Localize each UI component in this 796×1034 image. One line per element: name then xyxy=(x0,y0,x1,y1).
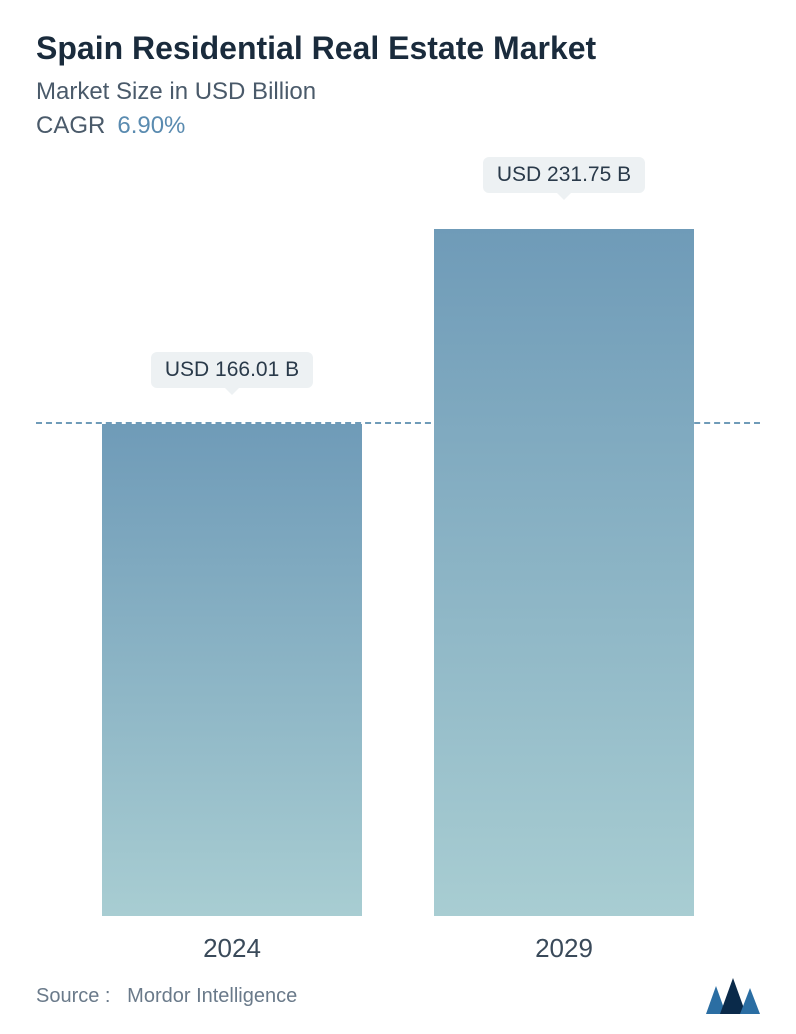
bar-1 xyxy=(434,229,694,916)
brand-logo-icon xyxy=(706,978,760,1014)
value-label-1: USD 231.75 B xyxy=(483,157,645,193)
bar-0 xyxy=(102,424,362,916)
x-label-1: 2029 xyxy=(398,933,730,964)
chart-container: Spain Residential Real Estate Market Mar… xyxy=(0,0,796,1034)
logo-shape-3 xyxy=(740,988,760,1014)
source-text: Source : Mordor Intelligence xyxy=(36,985,297,1008)
source-label: Source : xyxy=(36,985,110,1007)
x-axis-labels: 2024 2029 xyxy=(36,933,760,964)
chart-subtitle: Market Size in USD Billion xyxy=(36,78,760,106)
cagr-row: CAGR 6.90% xyxy=(36,112,760,140)
cagr-value: 6.90% xyxy=(117,112,185,140)
bar-slot-1: USD 231.75 B xyxy=(398,160,730,916)
bars-wrap: USD 166.01 B USD 231.75 B xyxy=(36,160,760,916)
chart-area: USD 166.01 B USD 231.75 B 2024 2029 xyxy=(36,160,760,972)
footer: Source : Mordor Intelligence xyxy=(36,972,760,1014)
bar-slot-0: USD 166.01 B xyxy=(66,160,398,916)
cagr-label: CAGR xyxy=(36,112,105,140)
value-label-0: USD 166.01 B xyxy=(151,352,313,388)
source-name: Mordor Intelligence xyxy=(127,985,297,1007)
chart-title: Spain Residential Real Estate Market xyxy=(36,28,760,68)
x-label-0: 2024 xyxy=(66,933,398,964)
